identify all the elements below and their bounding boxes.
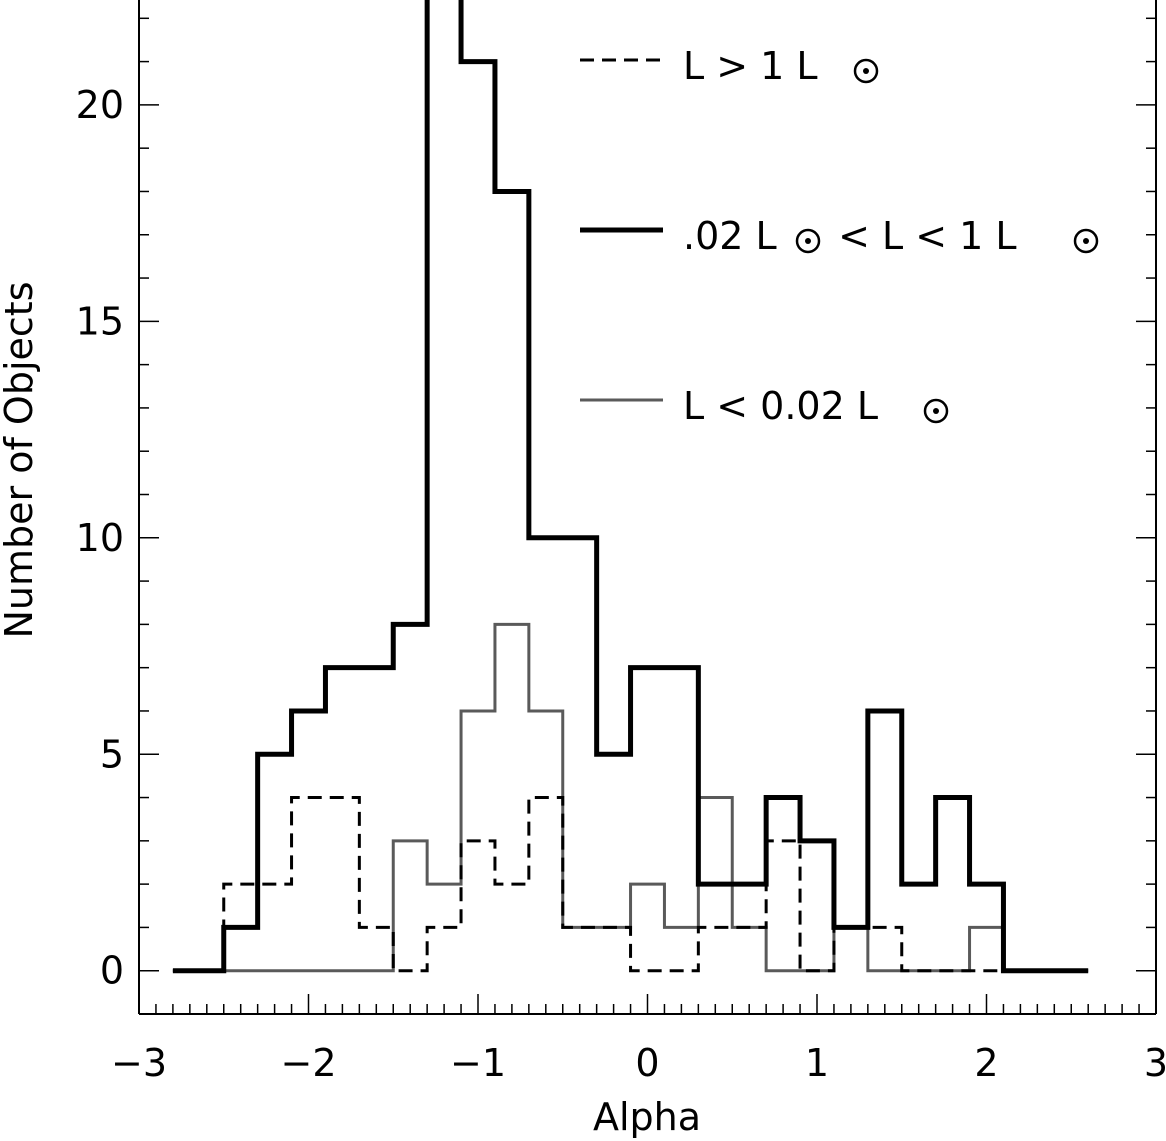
sun-symbol-icon [795,228,821,254]
legend: L > 1 L .02 L < L < 1 L L < 0.02 L [580,44,1099,428]
y-tick-label: 15 [76,299,124,343]
x-tick-label: −3 [111,1041,167,1085]
y-tick-label: 5 [100,732,124,776]
x-tick-label: −1 [450,1041,506,1085]
x-tick-label: 2 [974,1041,998,1085]
legend-item-mid-lum: .02 L < L < 1 L [580,214,1099,258]
plot-frame [138,0,1157,1015]
x-tick-label: 3 [1144,1041,1166,1085]
legend-item-high-lum: L > 1 L [580,44,879,88]
legend-label-low-lum: L < 0.02 L [683,384,878,428]
sun-symbol-icon [1073,228,1099,254]
x-tick-label: 0 [635,1041,659,1085]
x-axis-title: Alpha [593,1095,701,1139]
sun-symbol-icon [923,398,949,424]
legend-label-mid-lum-b: < L < 1 L [826,214,1017,258]
sun-symbol-icon [853,58,879,84]
legend-label-high-lum: L > 1 L [683,44,818,88]
y-tick-label: 0 [100,949,124,993]
x-tick-label: −2 [280,1041,336,1085]
y-tick-label: 20 [76,83,124,127]
y-axis-title: Number of Objects [0,282,41,639]
y-tick-label: 10 [76,516,124,560]
histogram-series-1 [172,0,1089,974]
histogram-series-2 [172,622,1089,973]
legend-item-low-lum: L < 0.02 L [580,384,949,428]
tick-labels: −3 −2 −1 0 1 2 3 0 5 10 15 20 [76,83,1166,1085]
histogram-series [172,0,1089,974]
legend-label-mid-lum-a: .02 L [683,214,777,258]
histogram-series-0 [172,796,1089,973]
x-tick-label: 1 [805,1041,829,1085]
